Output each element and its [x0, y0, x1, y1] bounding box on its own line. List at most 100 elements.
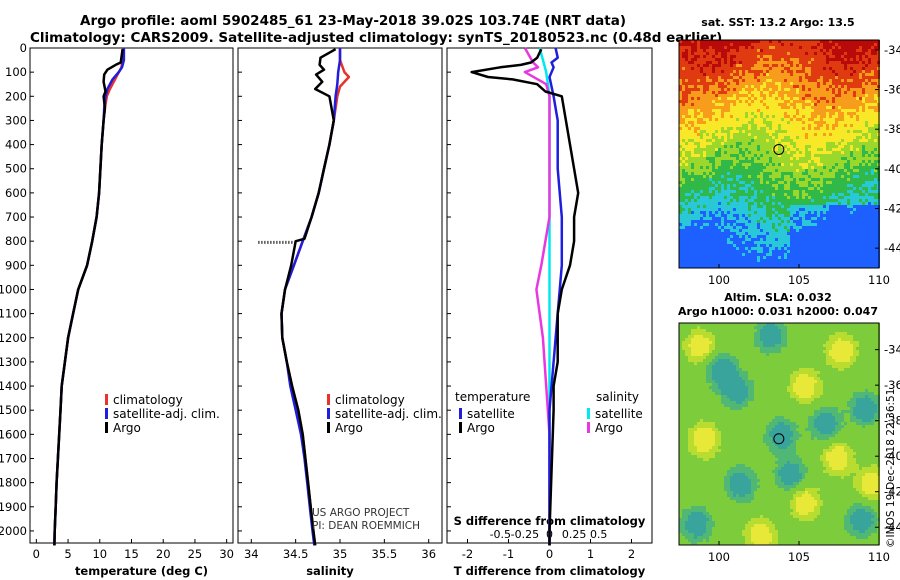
- sst-cell: [685, 241, 688, 244]
- sst-cell: [751, 214, 754, 217]
- sst-cell: [739, 232, 742, 235]
- sst-cell: [778, 241, 781, 244]
- sst-cell: [868, 136, 871, 139]
- sst-cell: [844, 97, 847, 100]
- sst-cell: [799, 88, 802, 91]
- sst-cell: [679, 208, 682, 211]
- sst-cell: [808, 97, 811, 100]
- sst-cell: [805, 121, 808, 124]
- sst-cell: [727, 67, 730, 70]
- sst-cell: [796, 151, 799, 154]
- sst-cell: [733, 46, 736, 49]
- sst-cell: [703, 235, 706, 238]
- sst-cell: [790, 73, 793, 76]
- sst-cell: [697, 148, 700, 151]
- sst-cell: [826, 73, 829, 76]
- sst-cell: [706, 130, 709, 133]
- sst-cell: [688, 226, 691, 229]
- sst-cell: [751, 67, 754, 70]
- sst-cell: [772, 49, 775, 52]
- sst-cell: [829, 139, 832, 142]
- sst-cell: [682, 130, 685, 133]
- sst-cell: [799, 82, 802, 85]
- sst-cell: [736, 115, 739, 118]
- sst-cell: [685, 127, 688, 130]
- sst-cell: [820, 124, 823, 127]
- sst-cell: [754, 148, 757, 151]
- sst-cell: [748, 82, 751, 85]
- sst-cell: [823, 253, 826, 256]
- sst-cell: [739, 172, 742, 175]
- sst-cell: [682, 97, 685, 100]
- sst-cell: [766, 61, 769, 64]
- sst-cell: [874, 166, 877, 169]
- sst-cell: [730, 67, 733, 70]
- sst-cell: [841, 157, 844, 160]
- sst-cell: [709, 235, 712, 238]
- sst-cell: [871, 136, 874, 139]
- sst-cell: [766, 241, 769, 244]
- sst-cell: [760, 91, 763, 94]
- sst-cell: [832, 169, 835, 172]
- sst-cell: [814, 145, 817, 148]
- sst-cell: [817, 181, 820, 184]
- sst-cell: [769, 148, 772, 151]
- sst-cell: [730, 82, 733, 85]
- sst-cell: [823, 247, 826, 250]
- sst-cell: [757, 112, 760, 115]
- sst-cell: [766, 193, 769, 196]
- sst-cell: [856, 223, 859, 226]
- sst-cell: [754, 124, 757, 127]
- sst-cell: [841, 238, 844, 241]
- sst-cell: [694, 157, 697, 160]
- sst-cell: [868, 121, 871, 124]
- sst-cell: [721, 133, 724, 136]
- sst-cell: [709, 190, 712, 193]
- sst-cell: [679, 157, 682, 160]
- sst-cell: [808, 181, 811, 184]
- sst-cell: [730, 73, 733, 76]
- sst-cell: [826, 136, 829, 139]
- sst-cell: [736, 211, 739, 214]
- sst-cell: [775, 46, 778, 49]
- sst-cell: [685, 223, 688, 226]
- sst-cell: [835, 151, 838, 154]
- sst-cell: [766, 118, 769, 121]
- sst-cell: [688, 205, 691, 208]
- sst-cell: [781, 88, 784, 91]
- sst-cell: [868, 175, 871, 178]
- sst-cell: [802, 46, 805, 49]
- sst-cell: [691, 88, 694, 91]
- sst-cell: [868, 166, 871, 169]
- sst-cell: [829, 70, 832, 73]
- sst-cell: [820, 253, 823, 256]
- sst-cell: [874, 211, 877, 214]
- sst-cell: [805, 106, 808, 109]
- sst-cell: [784, 238, 787, 241]
- sst-cell: [745, 88, 748, 91]
- sst-cell: [766, 136, 769, 139]
- sst-cell: [697, 133, 700, 136]
- sst-cell: [859, 97, 862, 100]
- sst-cell: [865, 103, 868, 106]
- temperature-tick-label: 30: [219, 547, 234, 561]
- sst-cell: [697, 91, 700, 94]
- sst-cell: [781, 70, 784, 73]
- sst-cell: [844, 85, 847, 88]
- sst-cell: [748, 226, 751, 229]
- sst-cell: [796, 160, 799, 163]
- sst-cell: [727, 97, 730, 100]
- sst-cell: [766, 160, 769, 163]
- sst-cell: [733, 226, 736, 229]
- sst-cell: [787, 202, 790, 205]
- sst-cell: [766, 235, 769, 238]
- sst-cell: [736, 55, 739, 58]
- sst-cell: [820, 67, 823, 70]
- sst-cell: [694, 184, 697, 187]
- sst-cell: [793, 250, 796, 253]
- sst-cell: [712, 190, 715, 193]
- sst-cell: [748, 196, 751, 199]
- sst-cell: [712, 106, 715, 109]
- sst-cell: [796, 40, 799, 43]
- sst-cell: [832, 175, 835, 178]
